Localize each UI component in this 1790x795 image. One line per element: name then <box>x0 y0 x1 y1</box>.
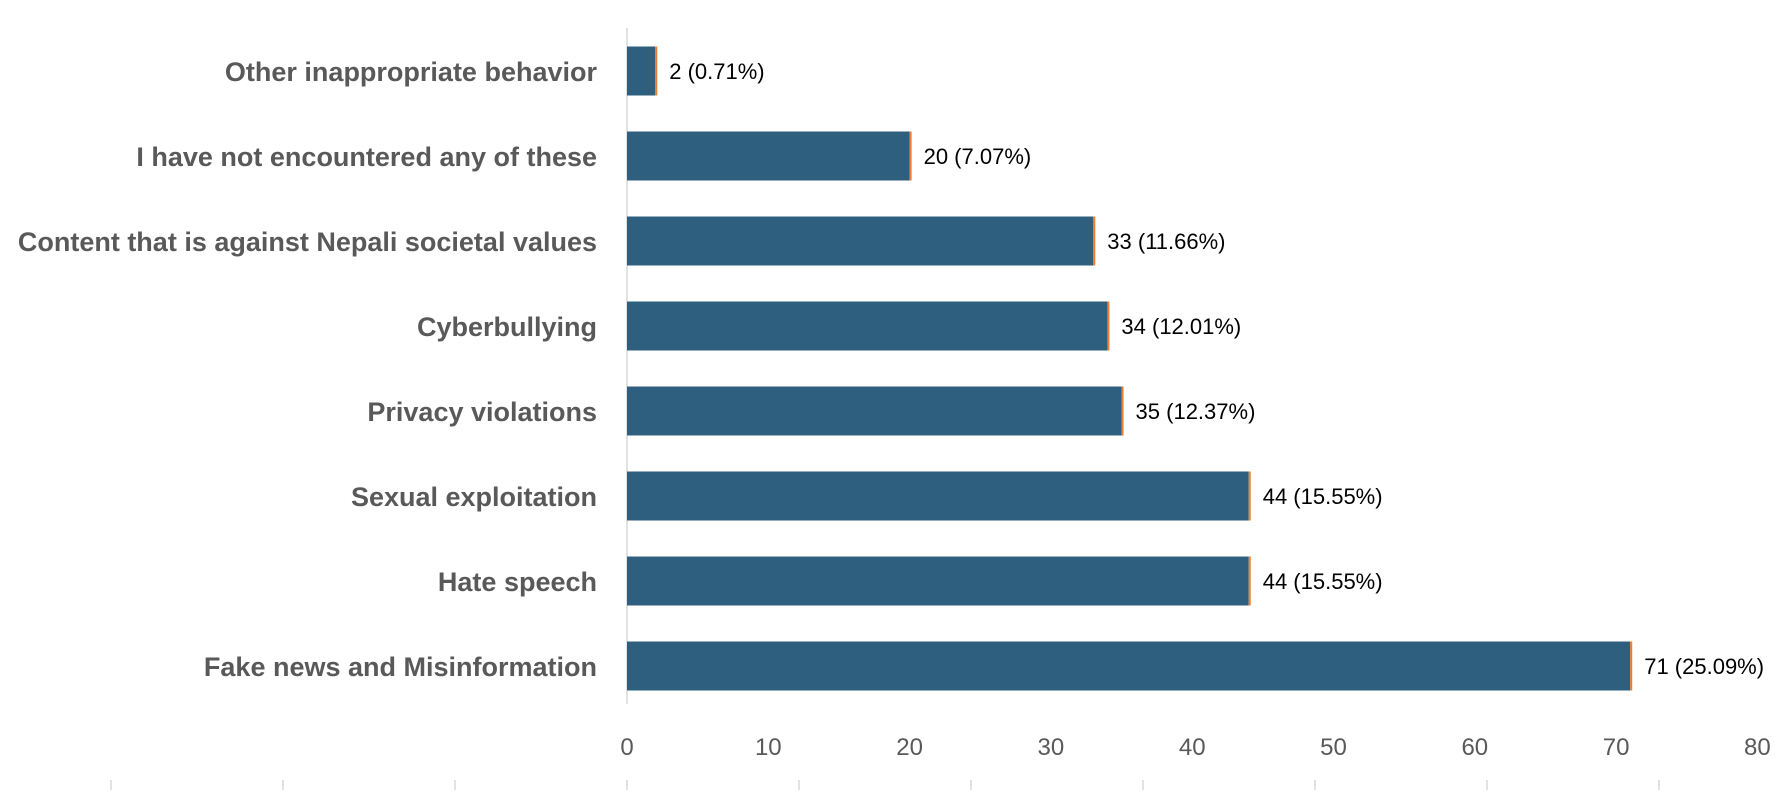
x-tick-label: 30 <box>1038 734 1065 761</box>
data-label: 20 (7.07%) <box>924 144 1032 169</box>
x-tick-label: 80 <box>1744 734 1771 761</box>
data-label: 44 (15.55%) <box>1263 484 1383 509</box>
bar-edge <box>1121 386 1124 436</box>
bar <box>627 386 1122 436</box>
category-label: Sexual exploitation <box>351 482 597 512</box>
bar <box>627 641 1631 691</box>
data-label: 2 (0.71%) <box>669 59 764 84</box>
bar <box>627 131 910 181</box>
bar-edge <box>655 46 658 96</box>
data-label: 71 (25.09%) <box>1644 654 1764 679</box>
bar-edge <box>1093 216 1096 266</box>
category-label: Other inappropriate behavior <box>225 57 598 87</box>
x-tick-label: 50 <box>1320 734 1347 761</box>
category-label: Hate speech <box>438 567 597 597</box>
bar-edge <box>1630 641 1633 691</box>
bar <box>627 216 1094 266</box>
bar-edge <box>909 131 912 181</box>
category-label: Privacy violations <box>367 397 597 427</box>
bar <box>627 471 1249 521</box>
category-label: I have not encountered any of these <box>136 142 597 172</box>
x-tick-label: 10 <box>755 734 782 761</box>
bar <box>627 301 1108 351</box>
category-label: Content that is against Nepali societal … <box>18 227 597 257</box>
data-label: 33 (11.66%) <box>1107 229 1225 254</box>
data-label: 34 (12.01%) <box>1121 314 1241 339</box>
bar <box>627 556 1249 606</box>
bar-edge <box>1107 301 1110 351</box>
x-tick-label: 60 <box>1461 734 1488 761</box>
data-label: 35 (12.37%) <box>1136 399 1256 424</box>
category-label: Fake news and Misinformation <box>204 652 597 682</box>
bar <box>627 46 656 96</box>
x-tick-label: 70 <box>1603 734 1630 761</box>
bar-edge <box>1248 556 1251 606</box>
category-label: Cyberbullying <box>417 312 597 342</box>
bar-edge <box>1248 471 1251 521</box>
x-tick-label: 20 <box>896 734 923 761</box>
data-label: 44 (15.55%) <box>1263 569 1383 594</box>
x-tick-label: 40 <box>1179 734 1206 761</box>
x-tick-label: 0 <box>620 734 633 761</box>
